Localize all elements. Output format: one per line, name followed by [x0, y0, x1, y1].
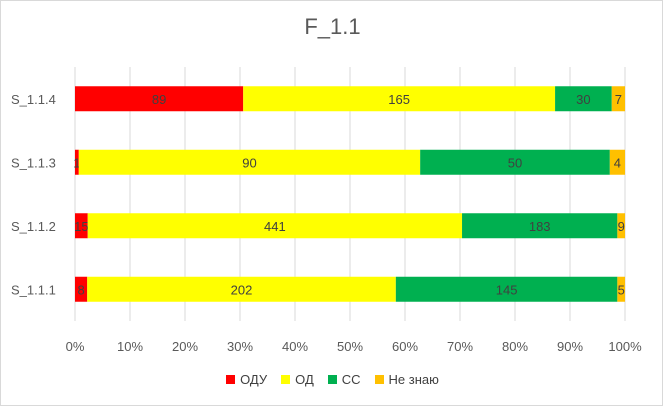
legend-label: ОДУ	[240, 372, 268, 387]
chart-legend: ОДУ ОД СС Не знаю	[1, 372, 663, 387]
data-label: 9	[618, 219, 625, 234]
data-label: 89	[152, 92, 166, 107]
bar-segment	[87, 276, 396, 302]
bar-segment	[611, 86, 625, 112]
data-label: 145	[496, 282, 518, 297]
data-label: 7	[615, 92, 622, 107]
legend-item: ОДУ	[226, 372, 267, 387]
x-tick-label: 40%	[282, 339, 308, 354]
data-label: 8	[77, 282, 84, 297]
data-label: 202	[231, 282, 253, 297]
data-label: 441	[264, 219, 286, 234]
bar-segment	[75, 149, 79, 175]
y-category-label: S_1.1.4	[11, 92, 56, 107]
legend-swatch	[281, 375, 291, 384]
bar-segment	[420, 149, 610, 175]
legend-swatch	[327, 375, 337, 384]
bar-segment	[395, 276, 618, 302]
data-label: 4	[614, 155, 621, 170]
bar-segment	[555, 86, 612, 112]
data-label: 15	[74, 219, 88, 234]
legend-swatch	[226, 375, 236, 384]
legend-item: ОД	[281, 372, 314, 387]
legend-label: ОД	[295, 372, 314, 387]
legend-label: Не знаю	[388, 372, 439, 387]
x-tick-label: 0%	[66, 339, 85, 354]
bar-segment	[87, 213, 463, 239]
x-tick-label: 100%	[608, 339, 642, 354]
bar-segment	[75, 86, 244, 112]
x-tick-label: 90%	[557, 339, 583, 354]
chart-title: F_1.1	[304, 14, 361, 39]
bar-segment	[243, 86, 556, 112]
y-category-label: S_1.1.1	[11, 282, 56, 297]
data-label: 5	[618, 282, 625, 297]
bar-segment	[617, 276, 625, 302]
legend-label: СС	[341, 372, 361, 387]
x-tick-label: 30%	[227, 339, 253, 354]
data-label: 30	[576, 92, 590, 107]
legend-item: Не знаю	[374, 372, 439, 387]
y-category-label: S_1.1.2	[11, 219, 56, 234]
x-tick-label: 20%	[172, 339, 198, 354]
legend-swatch	[374, 375, 384, 384]
data-label: 1	[73, 155, 80, 170]
data-label: 165	[388, 92, 410, 107]
x-tick-label: 60%	[392, 339, 418, 354]
x-tick-label: 80%	[502, 339, 528, 354]
bar-segment	[75, 213, 88, 239]
y-category-label: S_1.1.3	[11, 155, 56, 170]
x-tick-label: 10%	[117, 339, 143, 354]
data-label: 90	[242, 155, 256, 170]
x-tick-label: 50%	[337, 339, 363, 354]
bar-segment	[78, 149, 421, 175]
bar-segment	[617, 213, 625, 239]
x-tick-label: 70%	[447, 339, 473, 354]
legend-item: СС	[327, 372, 361, 387]
bar-segment	[609, 149, 625, 175]
data-label: 183	[529, 219, 551, 234]
bar-segment	[462, 213, 618, 239]
bar-segment	[75, 276, 88, 302]
data-label: 50	[508, 155, 522, 170]
